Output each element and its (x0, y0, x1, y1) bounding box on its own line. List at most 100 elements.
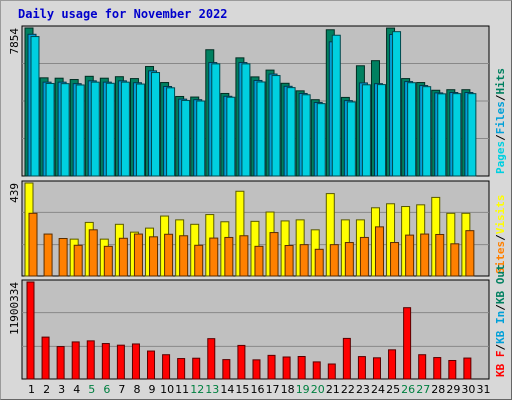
bar-kb-f-25 (388, 349, 397, 380)
x-tick-label: 8 (133, 383, 140, 396)
bar-sites-12 (194, 244, 204, 277)
x-tick-label: 3 (58, 383, 65, 396)
bar-kb-f-29 (448, 359, 457, 380)
bar-kb-f-12 (192, 357, 201, 380)
legend-part: KB Out (494, 264, 507, 304)
bar-sites-4 (73, 244, 83, 277)
bar-sites-27 (420, 233, 430, 277)
legend-part: KB In (494, 311, 507, 344)
bar-kb-f-20 (312, 361, 321, 380)
bar-pages-25 (392, 31, 402, 177)
bar-pages-16 (256, 81, 266, 177)
bar-pages-20 (316, 103, 326, 177)
bar-kb-f-13 (207, 338, 216, 380)
bar-kb-f-15 (237, 344, 246, 380)
bar-sites-13 (209, 237, 219, 277)
bar-pages-4 (75, 84, 85, 177)
bar-sites-6 (103, 245, 113, 277)
bar-kb-f-4 (71, 341, 80, 380)
x-tick-label: 23 (356, 383, 370, 396)
x-tick-label: 19 (296, 383, 310, 396)
bar-pages-26 (407, 82, 417, 177)
x-tick-label: 14 (220, 383, 234, 396)
x-tick-label: 9 (149, 383, 156, 396)
bar-sites-18 (284, 244, 294, 277)
legend-part: Visits (494, 195, 507, 235)
bar-kb-f-17 (267, 354, 276, 380)
x-tick-label: 2 (43, 383, 50, 396)
x-tick-label: 5 (88, 383, 95, 396)
x-tick-label: 15 (235, 383, 249, 396)
bar-pages-24 (376, 84, 386, 177)
y-axis-legend: KB F/KB In/KB Out (494, 264, 507, 377)
bar-pages-6 (105, 82, 115, 177)
bar-pages-8 (135, 83, 145, 177)
x-tick-label: 20 (311, 383, 325, 396)
bar-pages-2 (45, 82, 55, 177)
x-tick-label: 27 (416, 383, 430, 396)
bar-sites-8 (133, 233, 143, 277)
bar-kb-f-26 (403, 307, 412, 380)
bar-kb-f-28 (433, 357, 442, 380)
bar-pages-14 (226, 96, 236, 177)
bar-kb-f-23 (357, 356, 366, 380)
bar-pages-22 (346, 101, 356, 177)
bar-kb-f-7 (116, 344, 125, 380)
bar-sites-28 (435, 233, 445, 277)
bar-pages-5 (90, 81, 100, 177)
bar-pages-12 (196, 100, 206, 177)
bar-kb-f-11 (177, 358, 186, 380)
x-tick-label: 28 (431, 383, 445, 396)
legend-part: Sites (494, 241, 507, 274)
bar-sites-22 (344, 242, 354, 277)
bar-sites-7 (118, 237, 128, 277)
x-tick-label: 4 (73, 383, 80, 396)
bar-sites-9 (149, 236, 159, 277)
bar-pages-3 (60, 83, 70, 177)
legend-part: / (494, 94, 507, 101)
bar-kb-f-14 (222, 359, 231, 380)
bar-sites-20 (314, 248, 324, 277)
bar-sites-15 (239, 235, 249, 277)
legend-part: / (494, 304, 507, 311)
y-axis-legend: Pages/Files/Hits (494, 68, 507, 174)
bar-pages-15 (241, 63, 251, 177)
bar-pages-19 (301, 94, 311, 177)
x-tick-label: 1 (28, 383, 35, 396)
bar-pages-10 (166, 87, 176, 177)
bar-pages-21 (331, 34, 341, 177)
x-tick-label: 10 (160, 383, 174, 396)
x-tick-label: 12 (190, 383, 204, 396)
bar-pages-7 (120, 81, 130, 177)
y-axis-legend: Sites/Visits (494, 195, 507, 275)
bar-sites-24 (374, 226, 384, 277)
x-tick-label: 6 (103, 383, 110, 396)
x-tick-label: 26 (401, 383, 415, 396)
bar-pages-11 (181, 99, 191, 177)
bar-kb-f-5 (86, 340, 95, 380)
x-tick-label: 30 (461, 383, 475, 396)
bar-sites-3 (58, 238, 68, 277)
bar-kb-f-21 (327, 363, 336, 380)
x-tick-label: 24 (371, 383, 385, 396)
bar-sites-23 (359, 236, 369, 277)
bar-kb-f-2 (41, 336, 50, 380)
bar-kb-f-3 (56, 346, 65, 380)
y-max-label: 7854 (8, 28, 21, 55)
x-tick-label: 29 (446, 383, 460, 396)
legend-part: Pages (494, 141, 507, 174)
x-tick-label: 22 (341, 383, 355, 396)
bar-kb-f-24 (372, 357, 381, 380)
bar-sites-5 (88, 229, 98, 277)
bar-pages-28 (437, 93, 447, 177)
x-tick-label: 7 (118, 383, 125, 396)
bar-sites-11 (179, 235, 189, 277)
x-tick-label: 16 (251, 383, 265, 396)
legend-part: / (494, 134, 507, 141)
bar-kb-f-19 (297, 356, 306, 380)
bar-pages-27 (422, 86, 432, 177)
bar-pages-13 (211, 63, 221, 177)
x-tick-label: 18 (281, 383, 295, 396)
bar-pages-30 (467, 93, 477, 177)
